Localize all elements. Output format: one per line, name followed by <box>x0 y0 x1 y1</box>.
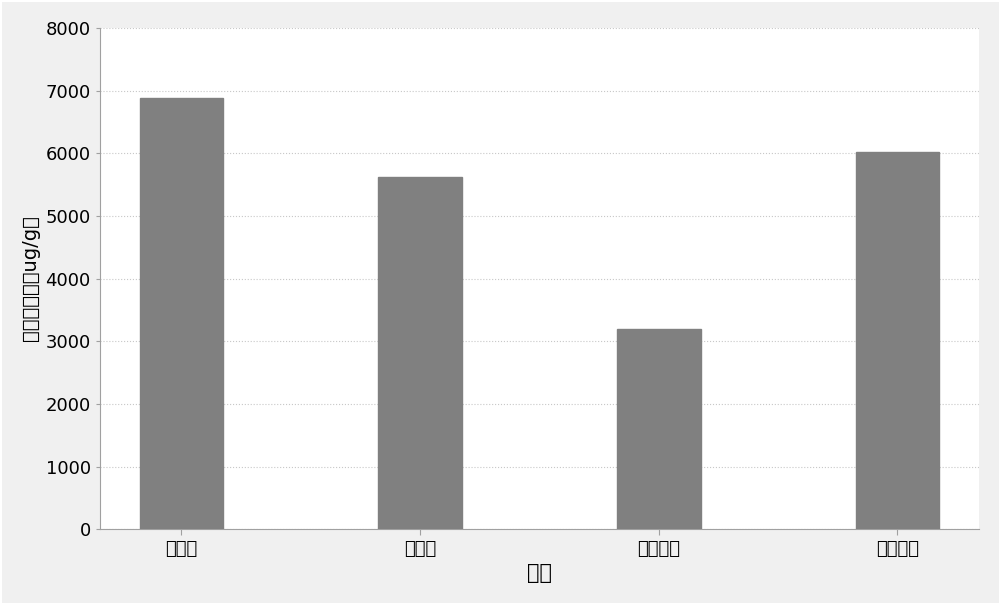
Y-axis label: 有机硒含量（ug/g）: 有机硒含量（ug/g） <box>21 216 40 341</box>
X-axis label: 氮源: 氮源 <box>527 563 552 583</box>
Bar <box>856 152 939 529</box>
Bar <box>140 98 223 529</box>
Bar <box>378 177 462 529</box>
Bar <box>617 329 701 529</box>
